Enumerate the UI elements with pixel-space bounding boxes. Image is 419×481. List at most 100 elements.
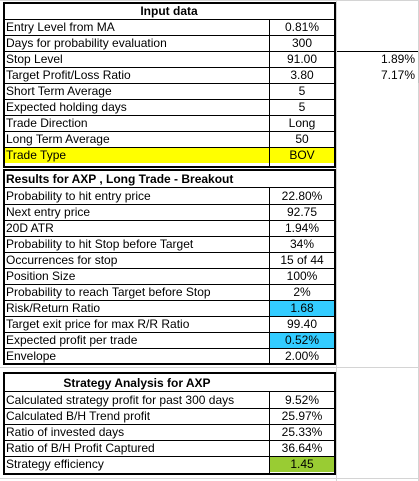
result-row: Next entry price 92.75 [0,204,419,220]
risk-return-value: 1.68 [270,300,334,316]
divider [4,35,335,36]
target-exit-value: 99.40 [286,317,318,331]
input-row-entry-level[interactable]: Entry Level from MA 0.81% [0,19,419,35]
divider [4,51,335,52]
row-label: Calculated strategy profit for past 300 … [6,393,235,407]
expected-profit-value: 0.52% [270,332,334,348]
result-row: Risk/Return Ratio 1.68 [0,300,419,316]
divider [4,67,335,68]
stop-level-value[interactable]: 91.00 [286,52,318,66]
divider [4,19,335,20]
row-label: Envelope [6,349,57,363]
strategy-row: Ratio of invested days 25.33% [0,424,419,440]
row-label: Trade Type [6,148,67,162]
results-section-title: Results for AXP , Long Trade - Breakout [6,172,234,186]
divider [4,268,335,269]
divider [4,424,335,425]
next-entry-value: 92.75 [286,205,318,219]
divider [4,300,335,301]
input-row-holding-days[interactable]: Expected holding days 5 [0,99,419,115]
input-row-trade-type[interactable]: Trade Type BOV [4,147,334,163]
row-label: Position Size [6,269,76,283]
strategy-row: Strategy efficiency 1.45 [0,456,419,472]
entry-level-value[interactable]: 0.81% [284,20,320,34]
input-row-days[interactable]: Days for probability evaluation 300 [0,35,419,51]
strategy-row: Calculated strategy profit for past 300 … [0,392,419,408]
input-title-row: Input data [0,3,419,19]
atr-value: 1.94% [284,221,320,235]
divider [4,220,335,221]
holding-days-value[interactable]: 5 [298,100,306,114]
divider [4,99,335,100]
divider [4,456,335,457]
short-avg-value[interactable]: 5 [298,84,306,98]
trade-type-value[interactable]: BOV [289,148,315,162]
row-label: 20D ATR [6,221,54,235]
row-label: Trade Direction [6,116,88,130]
gridline [336,0,337,481]
strategy-row: Calculated B/H Trend profit 25.97% [0,408,419,424]
input-row-trade-direction[interactable]: Trade Direction Long [0,115,419,131]
divider [4,204,335,205]
invested-days-value: 25.33% [281,425,323,439]
divider [4,115,335,116]
row-label: Strategy efficiency [6,457,104,471]
long-avg-value[interactable]: 50 [295,132,309,146]
prob-stop-value: 34% [289,237,315,251]
divider [4,187,335,188]
input-row-target-ratio[interactable]: Target Profit/Loss Ratio 3.80 7.17% [0,67,419,83]
result-row: Probability to reach Target before Stop … [0,284,419,300]
position-size-value: 100% [286,269,318,283]
divider [4,252,335,253]
row-label: Next entry price [6,205,91,219]
bh-trend-value: 25.97% [281,409,323,423]
result-row: Target exit price for max R/R Ratio 99.4… [0,316,419,332]
divider [4,147,335,148]
row-label: Long Term Average [6,132,110,146]
row-label: Target Profit/Loss Ratio [6,68,131,82]
divider [4,332,335,333]
gridline [0,478,419,479]
occurrences-value: 15 of 44 [280,253,324,267]
trade-direction-value[interactable]: Long [288,116,316,130]
input-row-stop-level[interactable]: Stop Level 91.00 1.89% [0,51,419,67]
divider [4,408,335,409]
row-label: Ratio of B/H Profit Captured [6,441,155,455]
input-row-short-avg[interactable]: Short Term Average 5 [0,83,419,99]
row-label: Probability to hit Stop before Target [6,237,194,251]
row-label: Ratio of invested days [6,425,125,439]
divider [4,131,335,132]
prob-target-value: 2% [293,285,311,299]
divider [269,391,270,474]
row-label: Target exit price for max R/R Ratio [6,317,190,331]
result-row: 20D ATR 1.94% [0,220,419,236]
row-label: Occurrences for stop [6,253,118,267]
divider [4,236,335,237]
target-percent: 7.17% [380,68,415,82]
divider [4,440,335,441]
row-label: Probability to hit entry price [6,189,151,203]
gridline [0,0,419,1]
strategy-row: Ratio of B/H Profit Captured 36.64% [0,440,419,456]
row-label: Expected profit per trade [6,333,138,347]
strategy-section-title: Strategy Analysis for AXP [63,376,211,390]
row-label: Short Term Average [6,84,112,98]
prob-entry-value: 22.80% [281,189,323,203]
divider [4,83,335,84]
row-label: Entry Level from MA [6,20,115,34]
days-value[interactable]: 300 [291,36,313,50]
strategy-title-row: Strategy Analysis for AXP [0,375,419,391]
result-row: Occurrences for stop 15 of 44 [0,252,419,268]
stop-level-percent: 1.89% [380,52,415,66]
divider [4,391,335,392]
gridline [0,367,419,368]
divider [269,19,270,167]
row-label: Probability to reach Target before Stop [6,285,211,299]
result-row: Expected profit per trade 0.52% [0,332,419,348]
input-row-long-avg[interactable]: Long Term Average 50 [0,131,419,147]
target-ratio-value[interactable]: 3.80 [290,68,314,82]
result-row: Envelope 2.00% [0,348,419,364]
divider [4,284,335,285]
result-row: Probability to hit Stop before Target 34… [0,236,419,252]
row-label: Days for probability evaluation [6,36,167,50]
